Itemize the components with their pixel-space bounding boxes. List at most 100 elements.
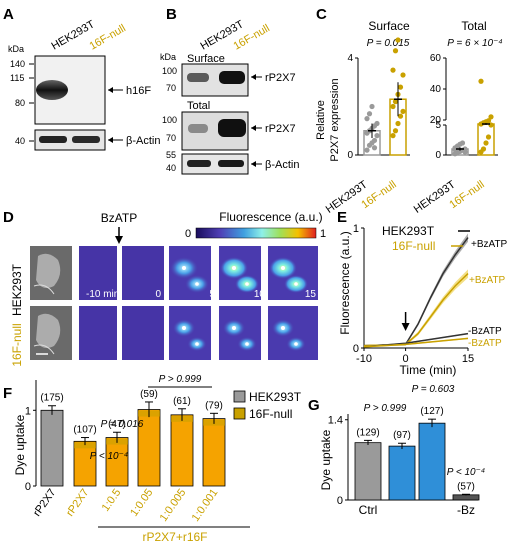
panel-g-p-2: P = 0.603 [412,384,455,395]
panel-d-fluor-nucleus [232,326,236,330]
panel-c-total-plot: 0 520 40 60 [430,53,498,161]
panel-c-total-point [459,140,466,146]
panel-g-n-label-3: (57) [457,481,475,492]
panel-a-band-h16f: h16F [126,85,151,97]
panel-f-ytick-label: 0 [25,481,31,493]
panel-f-bar-0 [40,409,64,487]
panel-e-label-16f-plus: +BzATP [469,275,506,286]
panel-f-legend-swatch-hek [233,390,246,403]
panel-b-band-rp2x7-surface: rP2X7 [265,72,296,84]
panel-d-fluor-nucleus [232,266,236,270]
panel-c-letter: C [316,6,327,23]
panel-c-surface-ytick-label: 0 [347,150,353,161]
panel-c-total-point [480,146,487,152]
panel-d: D BzATP Fluorescence (a.u.) 0 1 HEK293T … [3,209,326,367]
panel-d-fluor-nucleus [195,342,199,346]
panel-c-surface-point [371,137,378,144]
panel-e-series-1 [363,273,469,347]
panel-g-n-label-0: (129) [356,427,379,438]
panel-g-xcat-0: Ctrl [359,503,378,517]
panel-d-image-r1-c1 [79,306,117,360]
panel-e-xtick-label: -10 [356,353,372,365]
panel-c-total-point [485,134,492,140]
panel-g-bar-2 [418,422,446,501]
panel-e-plot: 01-10 0 15+BzATP+BzATP-BzATP-BzATP [353,223,508,365]
panel-f-n-label-5: (79) [205,400,223,411]
panel-f-n-label-0: (175) [40,393,63,404]
panel-f-legend-16f: 16F-null [249,407,292,421]
panel-c-total-p: P = 6 × 10⁻⁴ [447,38,502,49]
panel-d-fluor-nucleus [182,326,186,330]
panel-a-band-actin: β-Actin [126,135,160,147]
panel-c-total-ytick-label: 60 [430,53,442,64]
panel-d-image-r1-c2 [122,306,164,360]
panel-a-blot-main [34,55,106,125]
panel-d-image-r0-c1 [79,246,117,300]
panel-d-time-4: 15 [305,289,317,300]
panel-e-series-3 [363,337,469,348]
panel-f-ytick-label: 1 [25,405,31,417]
panel-e-xlabel: Time (min) [400,363,457,377]
panel-g-p-3: P < 10⁻⁴ [447,467,485,478]
panel-b-band-actin: β-Actin [265,159,299,171]
panel-f-p-1: P < 10⁻⁴ [90,451,128,462]
panel-c-total-ytick-label: 20 [430,115,442,126]
panel-c-surface-point [400,72,406,78]
panel-f: F Dye uptake 0 1 (175) rP2X7 (107) rP2X7 (47) 1… [3,374,302,544]
panel-d-stimulus-arrow [115,236,123,244]
panel-d-fluor-nucleus [245,282,249,286]
panel-e-label-16f-minus: -BzATP [468,338,502,349]
panel-c-total-xcat-hek: HEK293T [412,178,458,215]
panel-d-time-0: -10 min [86,289,119,300]
panel-d-letter: D [3,209,14,226]
panel-c-surface-plot: 04 [347,37,410,161]
panel-d-brightfield-cell [36,313,61,348]
panel-b-marker-t55: 55 [166,150,176,160]
panel-g-plot: 0 1.4 (129) Ctrl (97) 9-AC (127) FFA (57) -Bz [328,406,480,517]
panel-c-total-point [478,78,484,84]
panel-c-total-point [485,118,492,124]
panel-e-letter: E [337,209,347,226]
panel-f-xcat-3: 1:0.05 [128,487,155,519]
panel-d-colorbar-max: 1 [320,228,326,240]
panel-c-surface-point [395,37,401,43]
panel-c-surface-point [400,108,406,114]
panel-g-bar-3 [452,494,480,501]
panel-b-marker-s70: 70 [166,83,176,93]
panel-c-total-point [462,149,468,155]
panel-d-fluor-nucleus [281,266,285,270]
panel-d-fluor-nucleus [182,266,186,270]
panel-d-time-1: 0 [155,289,161,300]
panel-c-surface-point [371,145,378,151]
panel-c-surface-point [374,133,380,139]
panel-c-total-ytick-label: 0 [435,150,441,161]
panel-d-brightfield-edge [33,344,55,355]
panel-a-letter: A [3,6,14,23]
panel-b-marker-t100: 100 [162,115,177,125]
panel-d-fluor-nucleus [281,326,285,330]
panel-c-surface-point [369,103,375,110]
panel-b-band-rp2x7-total: rP2X7 [265,123,296,135]
panel-g-p-1: P > 0.999 [364,403,407,414]
panel-f-bar-4 [170,414,194,487]
panel-d-fluor-nucleus [195,282,199,286]
panel-g-xcat-3: -Bz [457,503,475,517]
panel-c-surface-point [364,116,370,122]
panel-c-surface-point [397,113,404,119]
panel-c-surface-point [392,99,399,105]
panel-g-bar-0 [354,442,382,501]
panel-f-p-2: P = 0.016 [101,419,144,430]
panel-d-colorbar-min: 0 [185,228,191,240]
panel-f-bar-top-1 [74,442,96,449]
panel-e-label-hek-plus: +BzATP [471,239,508,250]
panel-e-arrow-icon [401,323,410,331]
panel-b: B HEK293T 16F-null kDa Surface 100 70 To… [160,6,299,175]
panel-g-n-label-1: (97) [393,430,411,441]
panel-d-brightfield-cell [36,253,61,288]
panel-c-surface-point [374,120,380,127]
panel-c-surface-point [364,147,370,153]
panel-e-ylabel: Fluorescence (a.u.) [338,231,352,334]
panel-c-total-point [488,122,494,128]
panel-a: A HEK293T 16F-null kDa 140 115 80 40 h16… [3,6,160,151]
